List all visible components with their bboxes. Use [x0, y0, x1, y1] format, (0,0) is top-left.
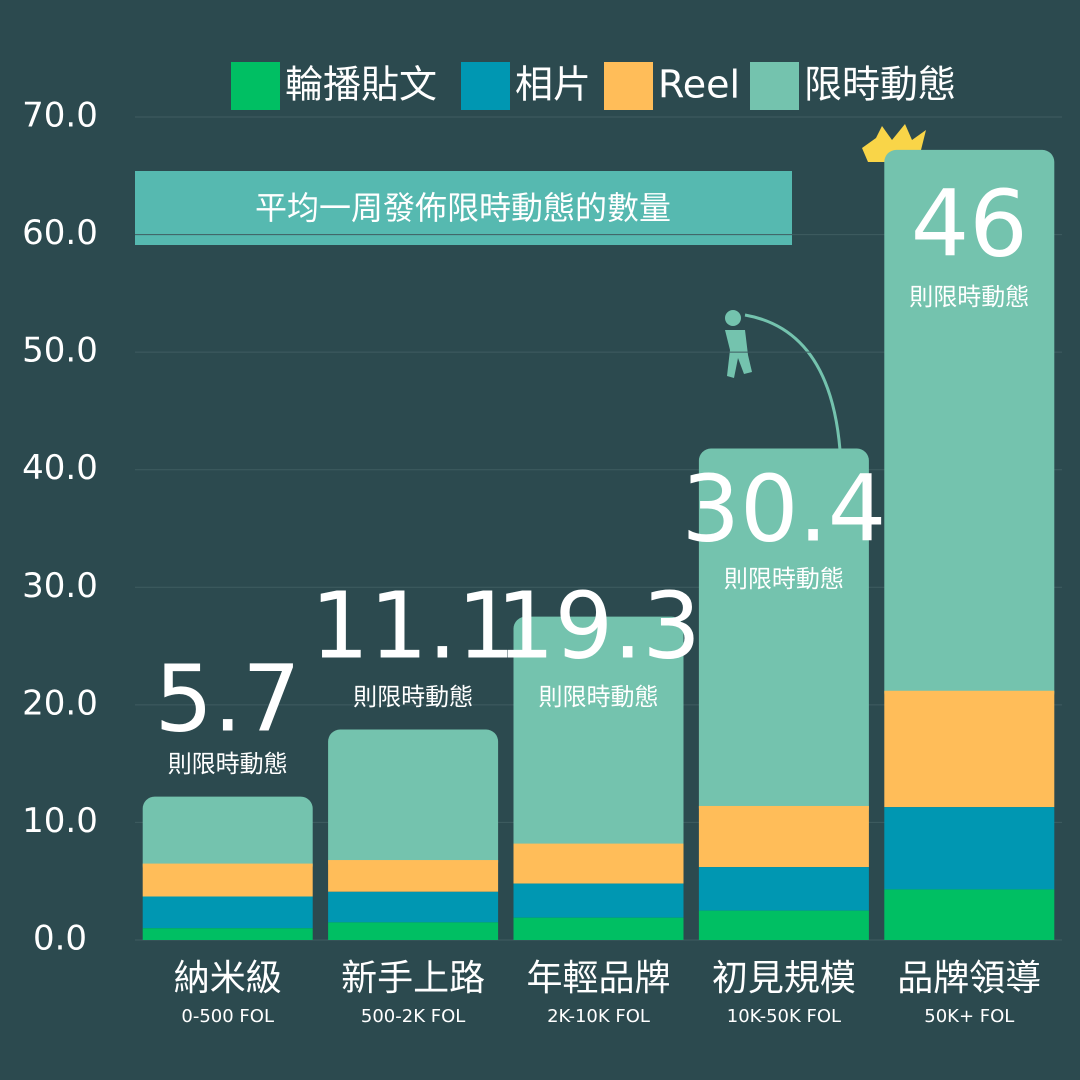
- value-suffix: 則限時動態: [353, 683, 473, 711]
- x-tick-label: 年輕品牌: [526, 958, 670, 999]
- bar-segment: [698, 448, 869, 820]
- y-tick-label: 10.0: [22, 801, 98, 841]
- bar-segment: [142, 863, 313, 897]
- legend-swatch: [461, 62, 510, 110]
- x-tick-label: 品牌領導: [897, 958, 1041, 999]
- bar-segment: [328, 891, 499, 923]
- bar-segment: [513, 616, 684, 858]
- bar-segment: [884, 807, 1055, 890]
- legend-label: Reel: [658, 63, 740, 107]
- legend-label: 輪播貼文: [285, 63, 437, 107]
- x-tick-sublabel: 0-500 FOL: [181, 1006, 274, 1027]
- y-tick-label: 30.0: [22, 566, 98, 606]
- x-tick-label: 初見規模: [712, 958, 856, 999]
- value-label: 46: [911, 170, 1028, 277]
- x-tick-sublabel: 50K+ FOL: [924, 1006, 1014, 1027]
- bar-segment: [142, 896, 313, 929]
- bar-segment: [142, 796, 313, 878]
- bar-segment: [513, 917, 684, 940]
- legend-swatch: [750, 62, 799, 110]
- bar-segment: [328, 729, 499, 875]
- legend-swatch: [231, 62, 280, 110]
- bar-segment: [513, 843, 684, 884]
- value-label: 19.3: [496, 572, 701, 679]
- value-suffix: 則限時動態: [539, 683, 659, 711]
- x-tick-label: 納米級: [174, 958, 282, 999]
- value-label: 30.4: [681, 455, 886, 562]
- value-label: 5.7: [155, 645, 301, 752]
- y-tick-label: 0.0: [33, 919, 87, 959]
- y-tick-label: 40.0: [22, 448, 98, 488]
- bar-segment: [142, 928, 313, 940]
- legend-label: 相片: [515, 63, 591, 107]
- y-tick-label: 70.0: [22, 96, 98, 136]
- value-suffix: 則限時動態: [724, 565, 844, 593]
- value-suffix: 則限時動態: [168, 750, 288, 778]
- y-tick-label: 20.0: [22, 683, 98, 723]
- climber-icon: [725, 310, 752, 378]
- value-suffix: 則限時動態: [909, 283, 1029, 311]
- bar-segment: [698, 805, 869, 868]
- bar-segment: [513, 883, 684, 918]
- x-tick-sublabel: 2K-10K FOL: [547, 1006, 650, 1027]
- legend-label: 限時動態: [804, 63, 956, 107]
- x-tick-sublabel: 500-2K FOL: [361, 1006, 465, 1027]
- bar-segment: [884, 889, 1055, 940]
- bar-segment: [698, 910, 869, 940]
- x-tick-label: 新手上路: [341, 958, 485, 999]
- bar-segment: [884, 149, 1055, 705]
- y-tick-label: 60.0: [22, 213, 98, 253]
- bar-segment: [328, 860, 499, 892]
- climb-rope: [744, 313, 842, 451]
- bar-segment: [884, 690, 1055, 808]
- x-tick-sublabel: 10K-50K FOL: [727, 1006, 841, 1027]
- legend-swatch: [604, 62, 653, 110]
- bar-segment: [328, 922, 499, 940]
- annotation-box: [135, 171, 792, 245]
- bar-segment: [698, 867, 869, 911]
- value-label: 11.1: [311, 572, 516, 679]
- annotation: 平均一周發佈限時動態的數量: [255, 189, 671, 227]
- y-tick-label: 50.0: [22, 331, 98, 371]
- legend: 輪播貼文 相片 Reel 限時動態: [231, 62, 956, 110]
